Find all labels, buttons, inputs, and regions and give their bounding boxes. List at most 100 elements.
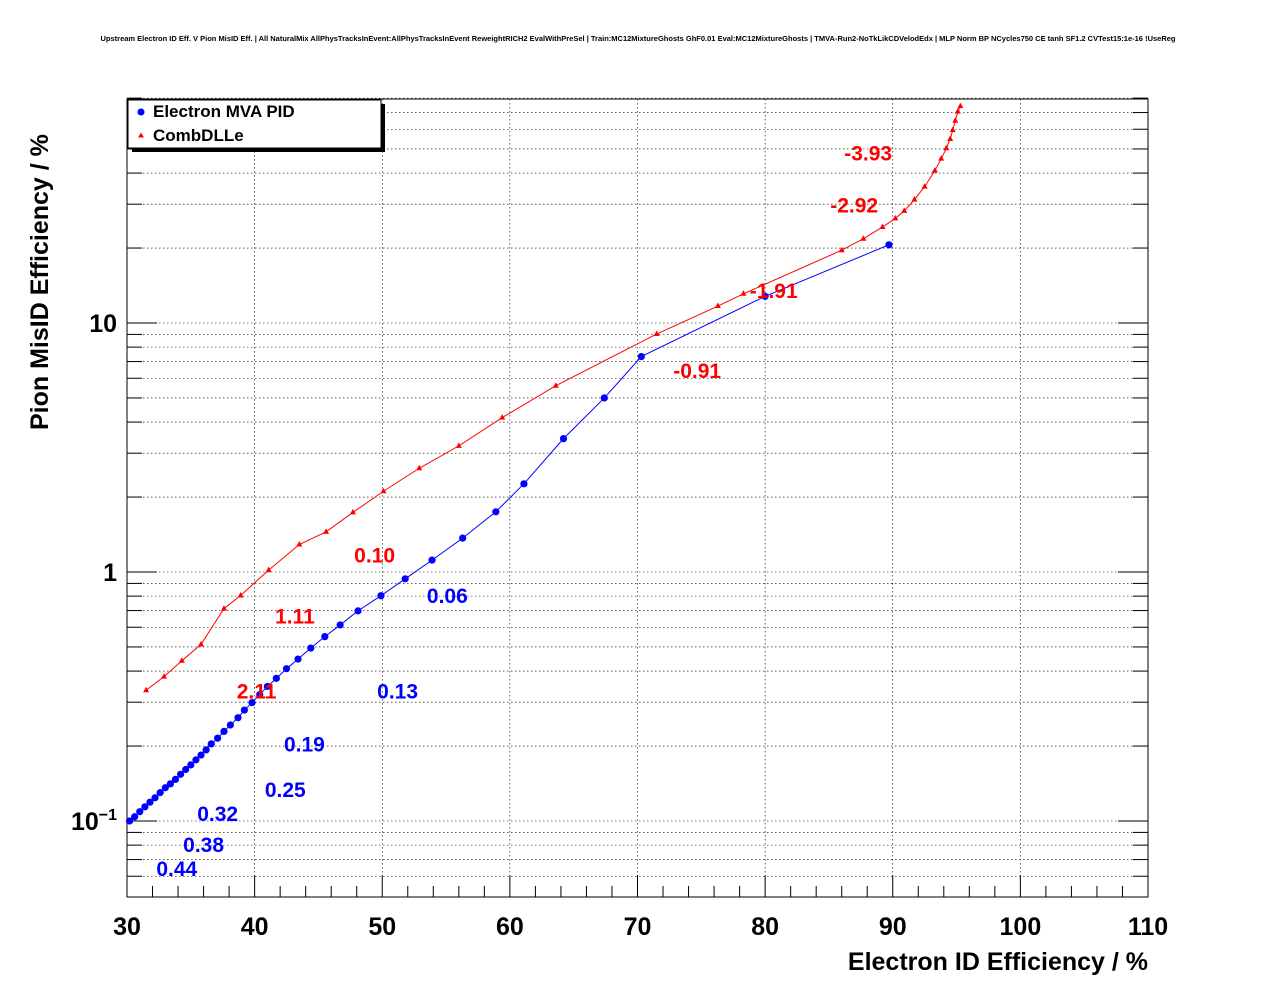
x-tick-label: 60 <box>496 913 524 941</box>
x-tick-label: 40 <box>241 913 269 941</box>
data-point <box>214 734 222 742</box>
series-electron-mva <box>125 241 893 825</box>
y-tick-label: 10−1 <box>71 807 117 836</box>
data-point <box>952 117 959 123</box>
legend-marker-electron-mva <box>137 108 145 116</box>
data-point <box>838 246 845 253</box>
data-point <box>459 534 467 542</box>
x-tick-label: 80 <box>751 913 779 941</box>
data-point <box>600 394 608 402</box>
data-point <box>131 813 139 821</box>
data-point <box>885 241 893 249</box>
data-point <box>220 605 227 611</box>
data-label: -3.93 <box>844 142 892 165</box>
data-point <box>901 207 908 213</box>
data-point <box>714 302 721 309</box>
data-point <box>265 566 272 573</box>
data-point <box>307 644 315 652</box>
legend-label-combdlle: CombDLLe <box>153 126 244 145</box>
x-tick-label: 50 <box>368 913 396 941</box>
y-tick-label: 10 <box>89 310 117 338</box>
data-point <box>202 746 210 754</box>
data-point <box>954 107 961 114</box>
data-point <box>761 292 769 300</box>
data-point <box>931 167 938 173</box>
data-point <box>182 765 190 774</box>
data-point <box>136 808 144 816</box>
data-point <box>321 633 329 641</box>
data-point <box>552 382 559 388</box>
data-point <box>237 591 244 598</box>
data-point <box>256 690 264 699</box>
data-label: 0.06 <box>427 585 468 608</box>
data-point <box>143 686 150 693</box>
data-point <box>166 780 174 788</box>
data-point <box>947 135 954 142</box>
data-point <box>879 223 886 229</box>
data-point <box>377 592 385 600</box>
series-combdlle <box>143 102 964 693</box>
series-layer <box>125 102 964 825</box>
data-point <box>171 775 180 783</box>
data-point <box>949 126 956 133</box>
data-point <box>248 698 256 707</box>
chart-title: Upstream Electron ID Eff. V Pion MisID E… <box>101 34 1176 43</box>
data-label: 0.25 <box>265 779 306 802</box>
data-label: -0.91 <box>673 360 721 383</box>
data-point <box>323 528 330 534</box>
data-label: -1.91 <box>750 280 798 303</box>
data-point <box>296 541 303 547</box>
data-label: 0.32 <box>197 803 238 826</box>
data-point <box>272 674 280 682</box>
data-label: 0.38 <box>183 834 224 857</box>
data-point <box>349 508 356 515</box>
data-point <box>637 352 645 361</box>
y-tick-labels: 10−1 1 10 <box>71 310 117 836</box>
data-point <box>234 714 242 722</box>
data-point <box>455 442 462 448</box>
data-label: 2.11 <box>237 681 277 704</box>
data-point <box>263 682 271 691</box>
legend-label-electron-mva: Electron MVA PID <box>153 102 295 121</box>
data-point <box>294 655 302 663</box>
data-point <box>192 756 200 764</box>
data-point <box>559 435 568 443</box>
y-axis-label: Pion MisID Efficiency / % <box>26 134 54 430</box>
data-label: 0.19 <box>284 734 325 757</box>
data-point <box>161 673 168 679</box>
axis-ticks <box>126 97 1149 897</box>
data-point <box>380 487 387 494</box>
x-tick-label: 30 <box>113 913 141 941</box>
data-point <box>240 706 249 714</box>
data-point <box>892 214 899 221</box>
data-point <box>177 770 185 778</box>
data-point <box>207 740 215 748</box>
data-point <box>354 607 362 615</box>
data-point <box>220 727 228 736</box>
data-point <box>282 665 291 673</box>
data-label: -2.92 <box>830 194 878 217</box>
data-point <box>226 721 234 729</box>
data-point <box>146 798 154 806</box>
data-point <box>197 751 205 759</box>
data-point <box>141 803 149 811</box>
legend-marker-combdlle <box>138 132 144 138</box>
data-point <box>740 290 747 296</box>
x-tick-labels: 30 40 50 60 70 80 90 100 110 <box>113 913 1168 941</box>
data-point <box>401 575 409 583</box>
data-point <box>198 640 205 647</box>
data-point <box>161 784 169 792</box>
data-point <box>336 621 344 629</box>
data-point <box>520 480 528 488</box>
x-tick-label: 90 <box>879 913 907 941</box>
data-label: 0.10 <box>354 545 395 568</box>
data-point <box>943 144 950 151</box>
data-point <box>428 556 436 564</box>
data-point <box>156 789 164 797</box>
data-point <box>957 102 964 109</box>
data-point <box>860 235 867 241</box>
legend: Electron MVA PID CombDLLe <box>127 99 385 152</box>
data-point <box>416 464 423 471</box>
data-point <box>187 761 195 769</box>
